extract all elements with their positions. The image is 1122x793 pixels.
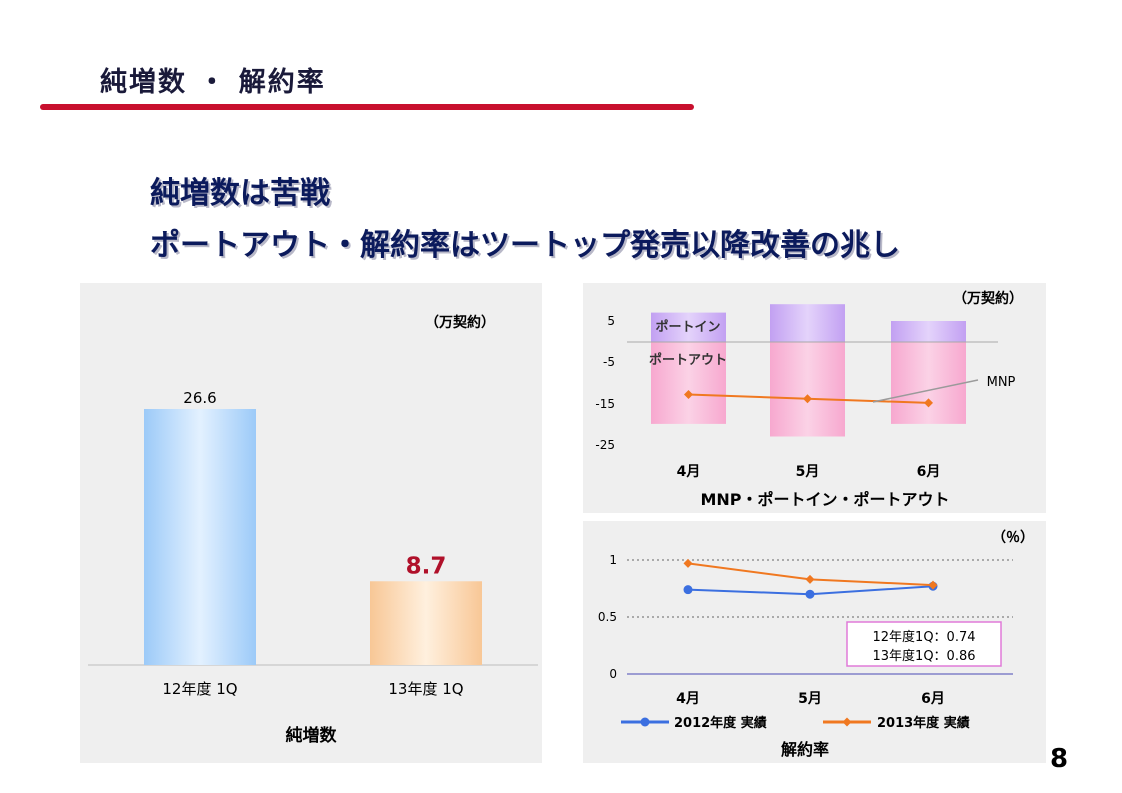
churn-point	[805, 574, 815, 584]
mnp-point	[924, 398, 933, 408]
churn-point	[928, 580, 938, 590]
mnp-panel: （万契約） 5 -5 -15 -25 MNP ポートイン ポートアウト 4月 5月 6月 …	[583, 283, 1046, 513]
mnp-y-tick-label: 5	[607, 314, 615, 328]
mnp-point	[684, 390, 693, 399]
mnp-label-leader	[872, 379, 979, 403]
churn-legend-label: 2013年度 実績	[877, 715, 970, 731]
mnp-y-tick-label: -25	[595, 438, 615, 452]
churn-y-tick-label: 1	[609, 553, 617, 567]
mnp-axis-title: MNP・ポートイン・ポートアウト	[700, 490, 949, 509]
net-additions-bar	[370, 581, 482, 665]
churn-unit: （％）	[992, 530, 1034, 546]
net-additions-unit: （万契約）	[425, 314, 495, 331]
mnp-y-tick-label: -15	[595, 397, 615, 411]
churn-category-label: 4月	[676, 691, 700, 707]
churn-axis-title: 解約率	[781, 740, 829, 759]
port-in-bar	[770, 304, 845, 342]
churn-y-tick-label: 0.5	[598, 610, 617, 624]
port-out-bar	[770, 342, 845, 437]
port-in-series-label: ポートイン	[655, 319, 720, 335]
port-out-bar	[651, 342, 726, 424]
churn-legend-label: 2012年度 実績	[674, 715, 767, 731]
churn-category-label: 5月	[798, 691, 822, 707]
mnp-y-tick-label: -5	[603, 355, 615, 369]
churn-legend-marker	[640, 717, 650, 727]
mnp-point	[803, 394, 812, 404]
churn-chart: （％） 1 0.5 0 12年度1Q：0.74 13年度1Q：0.86 4月 5月 6月…	[598, 530, 1034, 759]
net-additions-value-label: 8.7	[406, 553, 447, 579]
mnp-series-label: MNP	[987, 375, 1016, 390]
port-out-series-label: ポートアウト	[649, 352, 727, 368]
churn-point	[805, 589, 815, 599]
net-additions-value-label: 26.6	[183, 389, 216, 407]
page-number: 8	[1050, 744, 1069, 774]
churn-annotation-line-2: 13年度1Q：0.86	[873, 648, 976, 664]
headline-line-1: 純増数は苦戦	[150, 176, 330, 211]
churn-annotation-box	[846, 621, 1002, 667]
headline-line-2: ポートアウト・解約率はツートップ発売以降改善の兆し	[150, 228, 900, 263]
port-in-bar	[891, 321, 966, 342]
mnp-chart: （万契約） 5-5-15-25 MNP ポートイン ポートアウト 4月 5月 6月 …	[595, 290, 1023, 509]
net-additions-panel: （万契約） 26.6 12年度 1Q 8.7 13年度 1Q 純増数	[80, 283, 542, 763]
mnp-category-label: 5月	[796, 464, 820, 480]
mnp-unit: （万契約）	[953, 290, 1023, 307]
net-additions-chart: （万契約） 26.6 12年度 1Q 8.7 13年度 1Q 純増数	[88, 314, 538, 746]
churn-panel: （％） 1 0.5 0 12年度1Q：0.74 13年度1Q：0.86 4月 5月 6月…	[583, 521, 1046, 763]
slide-title: 純増数 ・ 解約率	[100, 67, 326, 98]
port-in-bar	[651, 312, 726, 342]
net-additions-axis-title: 純増数	[286, 725, 338, 746]
net-additions-category-label: 12年度 1Q	[162, 680, 237, 698]
port-out-bar	[891, 342, 966, 424]
title-underline	[40, 104, 694, 110]
churn-annotation-line-1: 12年度1Q：0.74	[873, 629, 976, 645]
mnp-category-label: 6月	[917, 464, 941, 480]
net-additions-bar	[144, 409, 256, 665]
churn-y-tick-label: 0	[609, 667, 617, 681]
churn-point	[683, 558, 693, 568]
churn-category-label: 6月	[921, 691, 945, 707]
churn-point	[683, 585, 693, 595]
churn-legend-marker	[842, 717, 852, 727]
net-additions-category-label: 13年度 1Q	[388, 680, 463, 698]
mnp-category-label: 4月	[677, 464, 701, 480]
